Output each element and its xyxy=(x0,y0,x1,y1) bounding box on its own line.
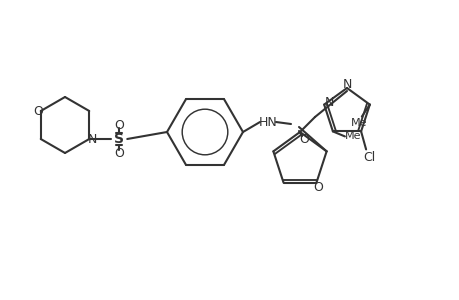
Text: Me: Me xyxy=(344,131,360,141)
Text: O: O xyxy=(114,118,124,131)
Text: Cl: Cl xyxy=(362,151,375,164)
Text: Me: Me xyxy=(350,118,366,128)
Text: S: S xyxy=(114,132,124,146)
Text: HN: HN xyxy=(258,116,277,128)
Text: O: O xyxy=(313,181,323,194)
Text: O: O xyxy=(33,104,43,118)
Text: O: O xyxy=(298,133,308,146)
Text: O: O xyxy=(114,146,124,160)
Text: N: N xyxy=(324,96,333,109)
Text: N: N xyxy=(341,77,351,91)
Text: N: N xyxy=(87,133,97,146)
